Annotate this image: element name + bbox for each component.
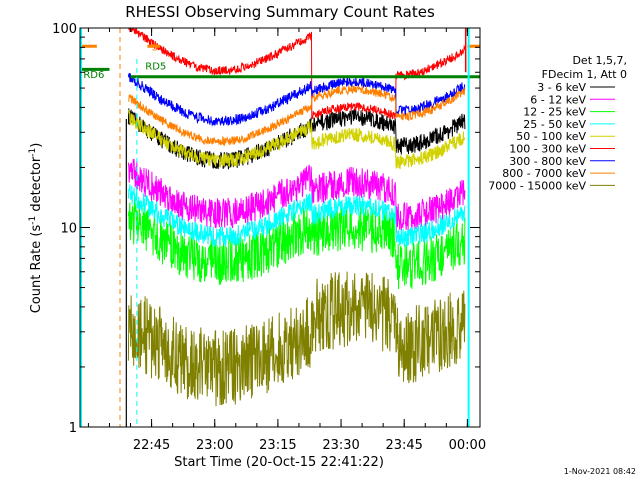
x-axis-ticks: 22:45 23:00 23:15 23:30 23:45 00:00 — [87, 28, 486, 453]
series-line — [127, 184, 466, 247]
x-tick-label: 22:45 — [133, 438, 170, 453]
legend-entry-label: 6 - 12 keV — [530, 93, 586, 106]
legend-entry-label: 800 - 7000 keV — [502, 167, 586, 180]
x-axis-label: Start Time (20-Oct-15 22:41:22) — [174, 455, 384, 470]
series-line — [128, 85, 466, 147]
flag-RD5-label: RD5 — [145, 61, 166, 72]
series-line — [127, 158, 466, 234]
legend-entry-label: 100 - 300 keV — [509, 143, 586, 156]
y-tick-label: 100 — [52, 22, 77, 37]
legend-header-line-2: FDecim 1, Att 0 — [542, 68, 627, 81]
x-tick-label: 00:00 — [449, 438, 486, 453]
x-tick-label: 23:30 — [322, 438, 359, 453]
legend-entry-label: 7000 - 15000 keV — [488, 179, 586, 192]
plot-area: S RD6 RD5 22:45 23:00 23:15 23:30 23:45 00:00 1… — [52, 22, 486, 453]
series-line — [127, 271, 466, 407]
legend-entry-label: 12 - 25 keV — [523, 106, 586, 119]
y-tick-label: 1 — [69, 421, 77, 436]
y-axis-ticks: 1 10 100 — [52, 22, 480, 436]
legend-entry-label: 25 - 50 keV — [523, 118, 586, 131]
series-line — [127, 109, 466, 170]
legend-header-line-1: Det 1,5,7, — [572, 54, 627, 67]
date-stamp: 1-Nov-2021 08:42 — [564, 467, 636, 476]
chart-title: RHESSI Observing Summary Count Rates — [125, 3, 435, 21]
y-axis-label: Count Rate (s-1 detector-1) — [28, 143, 44, 314]
series-line — [127, 72, 466, 127]
x-tick-label: 23:00 — [196, 438, 233, 453]
x-tick-label: 23:15 — [259, 438, 296, 453]
flag-RD6-label: RD6 — [83, 70, 104, 81]
legend-entry-label: 50 - 100 keV — [516, 130, 586, 143]
series-lines — [127, 27, 466, 407]
legend-entry-label: 300 - 800 keV — [509, 155, 586, 168]
y-tick-label: 10 — [60, 222, 77, 237]
x-tick-label: 23:45 — [385, 438, 422, 453]
flag-S-label: S — [152, 42, 158, 53]
legend-entry-label: 3 - 6 keV — [537, 81, 586, 94]
vertical-markers — [80, 28, 470, 427]
flag-lines: S RD6 RD5 — [80, 42, 480, 81]
series-line — [127, 197, 466, 290]
